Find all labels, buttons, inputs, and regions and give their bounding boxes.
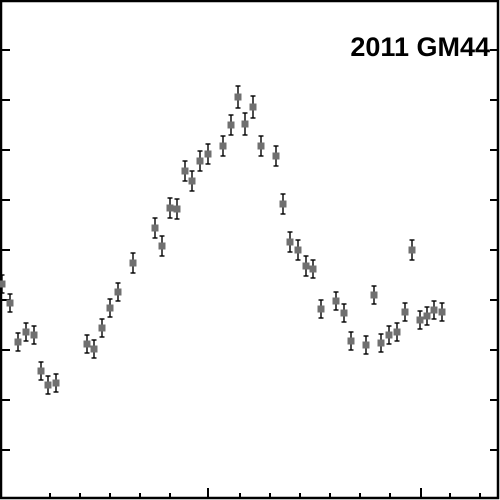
data-point <box>22 328 30 336</box>
data-point <box>181 167 189 175</box>
data-point <box>219 142 227 150</box>
data-points <box>0 93 446 389</box>
data-point <box>340 309 348 317</box>
data-point <box>37 367 45 375</box>
data-point <box>332 297 340 305</box>
data-point <box>294 246 302 254</box>
data-point <box>83 340 91 348</box>
data-point <box>272 152 280 160</box>
axis-ticks <box>2 49 498 498</box>
data-point <box>166 204 174 212</box>
data-point <box>302 262 310 270</box>
data-point <box>362 341 370 349</box>
data-point <box>286 238 294 246</box>
data-point <box>14 338 22 346</box>
data-point <box>114 288 122 296</box>
data-point <box>416 316 424 324</box>
data-point <box>393 328 401 336</box>
data-point <box>347 337 355 345</box>
chart-title: 2011 GM44 <box>350 32 490 62</box>
data-point <box>129 259 137 267</box>
data-point <box>408 246 416 254</box>
data-point <box>430 306 438 314</box>
data-point <box>234 93 242 101</box>
data-point <box>188 177 196 185</box>
data-point <box>106 304 114 312</box>
data-point <box>317 305 325 313</box>
data-point <box>52 379 60 387</box>
error-bars <box>0 85 445 395</box>
data-point <box>309 265 317 273</box>
data-point <box>385 331 393 339</box>
data-point <box>227 121 235 129</box>
data-point <box>90 345 98 353</box>
data-point <box>249 103 257 111</box>
data-point <box>30 331 38 339</box>
data-point <box>173 205 181 213</box>
data-point <box>151 224 159 232</box>
data-point <box>438 308 446 316</box>
data-point <box>0 280 6 288</box>
data-point <box>6 299 14 307</box>
data-point <box>377 339 385 347</box>
data-point <box>241 120 249 128</box>
data-point <box>44 381 52 389</box>
data-point <box>204 150 212 158</box>
data-point <box>257 142 265 150</box>
data-point <box>98 324 106 332</box>
data-point <box>158 242 166 250</box>
data-point <box>401 308 409 316</box>
data-point <box>196 157 204 165</box>
data-point <box>423 312 431 320</box>
data-point <box>279 200 287 208</box>
data-point <box>370 291 378 299</box>
